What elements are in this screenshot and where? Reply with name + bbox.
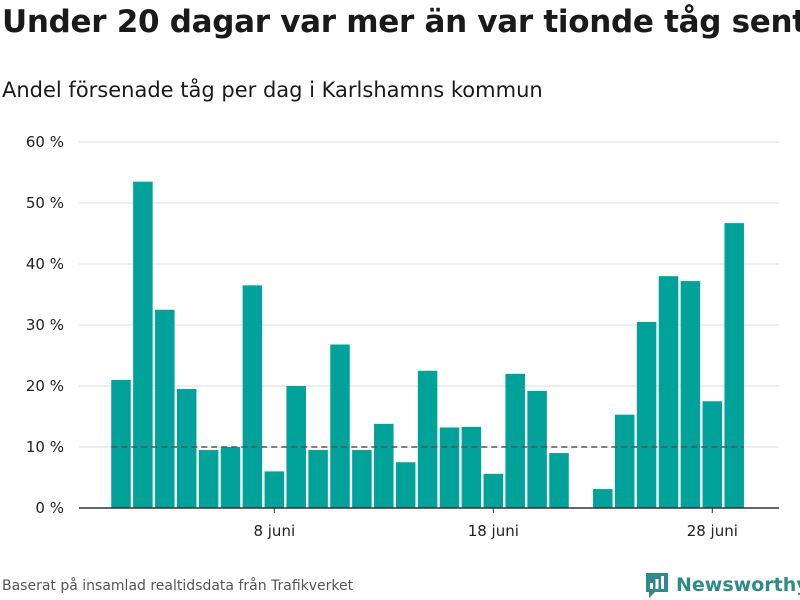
bar: 25 juni: 30.5 % [636, 321, 657, 508]
bar: 21 juni: 9 % [549, 453, 569, 508]
chart-subtitle: Andel försenade tåg per dag i Karlshamns… [2, 78, 543, 102]
chart-title: Under 20 dagar var mer än var tionde tåg… [2, 4, 800, 40]
bar: 18 juni: 5.6 % [483, 473, 504, 508]
bar-chart: 0 % 10 % 20 % 30 % 40 % 50 % 60 % 1 juni: 21 %… [26, 133, 779, 540]
y-tick-label: 60 % [26, 133, 64, 151]
x-tick-label: 18 juni [468, 522, 519, 540]
bar: 11 juni: 26.8 % [330, 344, 350, 508]
bar: 28 juni: 17.5 % [702, 401, 723, 508]
bar: 24 juni: 15.3 % [614, 414, 635, 508]
bar: 19 juni: 22 % [505, 373, 525, 508]
bar: 15 juni: 22.5 % [417, 370, 438, 508]
y-tick-label: 30 % [26, 316, 64, 334]
brand-name: Newsworthy [676, 574, 800, 596]
bar: 23 juni: 3.1 % [593, 489, 613, 508]
newsworthy-logo-icon [646, 573, 668, 598]
bar: 14 juni: 7.5 % [395, 462, 416, 508]
bar: 16 juni: 13.2 % [439, 427, 460, 508]
bar: 3 juni: 32.5 % [155, 309, 175, 508]
y-tick-label: 0 % [35, 499, 64, 517]
bar: 2 juni: 53.5 % [133, 181, 153, 508]
bar: 4 juni: 19.5 % [176, 389, 197, 508]
bars: 1 juni: 21 %2 juni: 53.5 %3 juni: 32.5 %… [111, 181, 744, 508]
y-tick-label: 20 % [26, 377, 64, 395]
bar: 26 juni: 38 % [658, 276, 679, 508]
x-tick-label: 8 juni [253, 522, 295, 540]
bar: 13 juni: 13.8 % [374, 423, 394, 508]
source-note: Baserat på insamlad realtidsdata från Tr… [2, 578, 354, 594]
bar: 7 juni: 36.5 % [242, 285, 263, 508]
y-tick-label: 10 % [26, 438, 64, 456]
y-tick-label: 50 % [26, 194, 64, 212]
bar: 29 juni: 46.7 % [724, 223, 744, 508]
bar: 10 juni: 9.5 % [308, 450, 328, 508]
y-axis-ticks: 0 % 10 % 20 % 30 % 40 % 50 % 60 % [26, 133, 64, 517]
x-tick-label: 28 juni [687, 522, 738, 540]
bar: 17 juni: 13.3 % [461, 426, 482, 508]
bar: 1 juni: 21 % [111, 379, 131, 508]
brand-logo: Newsworthy [644, 570, 800, 600]
y-tick-label: 40 % [26, 255, 64, 273]
bar: 12 juni: 9.5 % [352, 450, 372, 508]
bar: 6 juni: 10 % [220, 447, 241, 508]
bar: 8 juni: 6 % [264, 471, 285, 508]
x-axis-ticks: 8 juni 18 juni 28 juni [253, 508, 738, 540]
bar: 5 juni: 9.5 % [198, 450, 219, 508]
bar: 20 juni: 19.2 % [527, 390, 547, 508]
bar: 27 juni: 37.2 % [680, 281, 701, 508]
